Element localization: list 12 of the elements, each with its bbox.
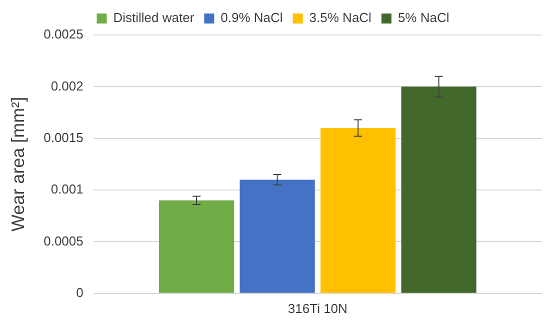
y-axis-title: Wear area [mm²] bbox=[8, 96, 28, 232]
legend-label: Distilled water bbox=[113, 10, 195, 26]
y-tick-label: 0.0025 bbox=[44, 26, 84, 42]
x-tick-label: 316Ti 10N bbox=[288, 300, 348, 316]
y-tick-label: 0.001 bbox=[50, 182, 84, 197]
y-tick-label: 0.0015 bbox=[44, 130, 84, 145]
y-tick-label: 0.0005 bbox=[44, 233, 84, 248]
legend-label: 0.9% NaCl bbox=[220, 10, 283, 26]
y-tick-label: 0.002 bbox=[50, 78, 84, 94]
legend-label: 3.5% NaCl bbox=[309, 10, 372, 26]
y-tick-label: 0 bbox=[76, 284, 84, 300]
legend-label: 5% NaCl bbox=[398, 10, 450, 26]
